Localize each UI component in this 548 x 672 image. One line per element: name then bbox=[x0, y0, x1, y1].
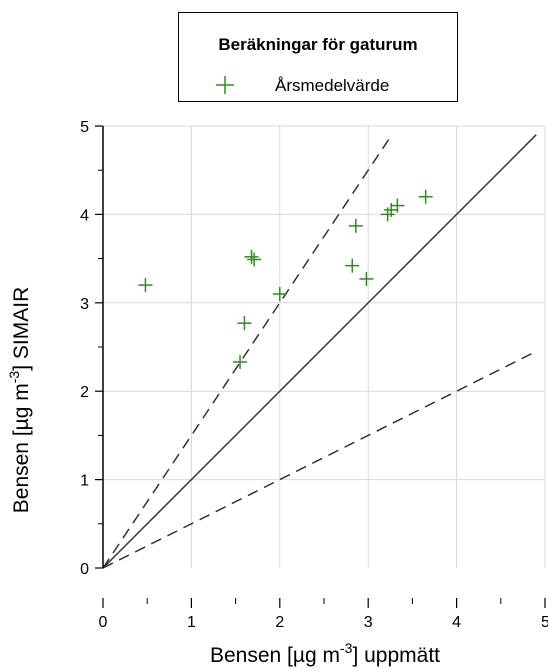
reference-line-solid bbox=[102, 134, 537, 569]
y-tick-label: 5 bbox=[80, 119, 89, 136]
grid bbox=[103, 125, 546, 568]
legend-title: Beräkningar för gaturum bbox=[218, 35, 418, 54]
legend-entry-label: Årsmedelvärde bbox=[275, 76, 390, 95]
y-tick-label: 0 bbox=[80, 561, 89, 578]
data-point bbox=[390, 198, 405, 213]
reference-lines bbox=[102, 134, 537, 569]
y-axis-label: Bensen [µg m-3] SIMAIR bbox=[6, 286, 33, 514]
data-point bbox=[418, 189, 433, 204]
reference-line-dashed bbox=[102, 350, 537, 569]
y-tick-label: 1 bbox=[80, 473, 89, 490]
data-point bbox=[272, 286, 287, 301]
y-tick-label: 2 bbox=[80, 384, 89, 401]
data-point bbox=[237, 316, 252, 331]
x-tick-label: 2 bbox=[275, 614, 284, 631]
data-point bbox=[345, 258, 360, 273]
x-tick-label: 4 bbox=[452, 614, 461, 631]
data-point bbox=[138, 278, 153, 293]
y-tick-label: 3 bbox=[80, 296, 89, 313]
x-tick-label: 3 bbox=[364, 614, 373, 631]
x-axis-label: Bensen [µg m-3] uppmätt bbox=[209, 640, 440, 667]
x-tick-label: 1 bbox=[187, 614, 196, 631]
data-point bbox=[348, 218, 363, 233]
x-tick-label: 0 bbox=[99, 614, 108, 631]
reference-line-dashed bbox=[102, 134, 393, 569]
data-point bbox=[247, 252, 262, 267]
x-tick-label: 5 bbox=[541, 614, 548, 631]
y-tick-label: 4 bbox=[80, 207, 89, 224]
legend: Beräkningar för gaturum Årsmedelvärde bbox=[178, 12, 458, 102]
legend-marker-plus-icon bbox=[216, 76, 234, 94]
data-points bbox=[138, 189, 433, 370]
ticks: 0 1 2 3 4 5 0 1 2 3 4 5 bbox=[80, 119, 548, 631]
data-point bbox=[359, 271, 374, 286]
data-point bbox=[244, 249, 259, 264]
data-point bbox=[233, 355, 248, 370]
